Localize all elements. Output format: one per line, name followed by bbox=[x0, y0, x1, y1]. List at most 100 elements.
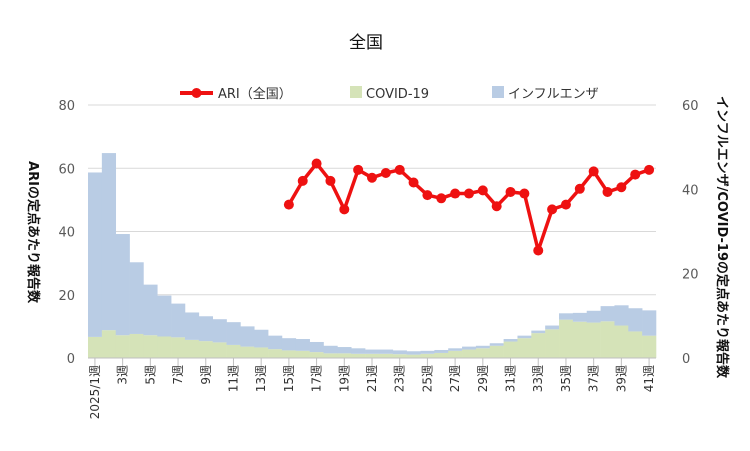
ari-point bbox=[422, 190, 433, 201]
influenza-bar bbox=[337, 347, 352, 354]
influenza-bar bbox=[378, 349, 394, 354]
influenza-bar bbox=[517, 335, 532, 339]
influenza-bar bbox=[406, 351, 421, 355]
x-axis-ticks: 2025/1週 3週 5週 7週 9週 11週 13週 15週 17週 19週 21週 23週 25週 2… bbox=[88, 357, 656, 419]
covid-bar bbox=[240, 346, 255, 358]
x-tick-label: 23週 bbox=[393, 365, 407, 392]
ari-point bbox=[450, 188, 461, 199]
x-tick-label: 41週 bbox=[642, 365, 656, 392]
influenza-bar bbox=[240, 326, 255, 347]
x-tick-label: 17週 bbox=[310, 365, 324, 392]
legend-label-ari: ARI（全国） bbox=[218, 86, 292, 102]
x-tick-label: 7週 bbox=[171, 365, 185, 385]
covid-bar bbox=[143, 335, 158, 358]
x-tick-label: 39週 bbox=[614, 365, 628, 392]
legend-label-flu: インフルエンザ bbox=[508, 87, 599, 102]
left-tick-label: 60 bbox=[58, 162, 75, 177]
ari-point bbox=[380, 167, 391, 178]
x-tick-label: 29週 bbox=[476, 365, 490, 392]
influenza-bar bbox=[475, 345, 491, 349]
covid-bar bbox=[475, 348, 491, 358]
covid-bar bbox=[351, 353, 366, 358]
influenza-bar bbox=[198, 316, 213, 342]
covid-bar bbox=[392, 354, 407, 358]
covid-bar bbox=[337, 353, 352, 358]
legend: ARI（全国） COVID-19 インフルエンザ bbox=[180, 86, 599, 102]
covid-bar bbox=[281, 350, 297, 358]
covid-bar bbox=[406, 354, 421, 358]
ari-point bbox=[505, 186, 516, 197]
covid-bar bbox=[462, 349, 477, 358]
left-tick-label: 40 bbox=[58, 226, 75, 241]
x-tick-label: 2025/1週 bbox=[88, 365, 102, 419]
x-tick-label: 3週 bbox=[116, 365, 130, 385]
covid-bar bbox=[129, 333, 144, 358]
ari-point bbox=[519, 188, 530, 199]
influenza-bar bbox=[184, 312, 200, 340]
covid-bar bbox=[489, 345, 504, 358]
influenza-bar bbox=[531, 330, 546, 334]
legend-label-covid: COVID-19 bbox=[366, 87, 429, 102]
covid-bar bbox=[198, 341, 213, 358]
x-tick-label: 37週 bbox=[587, 365, 601, 392]
influenza-bar bbox=[586, 310, 601, 323]
influenza-bar bbox=[323, 345, 338, 354]
x-tick-label: 21週 bbox=[365, 365, 379, 392]
influenza-bar bbox=[143, 284, 158, 336]
right-axis-title: インフルエンザ/COVID-19の定点あたり報告数 bbox=[714, 96, 730, 379]
influenza-bar bbox=[171, 303, 186, 338]
ari-point bbox=[311, 158, 322, 169]
influenza-bar bbox=[392, 350, 407, 355]
ari-point bbox=[477, 185, 488, 196]
ari-point bbox=[463, 188, 474, 199]
influenza-bar bbox=[434, 349, 449, 353]
left-tick-label: 80 bbox=[58, 99, 75, 114]
ari-point bbox=[491, 201, 502, 212]
covid-bar bbox=[642, 335, 657, 358]
right-axis-ticks: 0 20 40 60 bbox=[682, 99, 699, 367]
covid-bar bbox=[309, 352, 324, 358]
ari-point bbox=[547, 204, 558, 215]
covid-bar bbox=[101, 330, 117, 358]
x-tick-label: 31週 bbox=[504, 365, 518, 392]
influenza-bar bbox=[129, 262, 144, 334]
covid-bar bbox=[115, 335, 130, 358]
legend-marker-ari bbox=[191, 88, 202, 98]
ari-point bbox=[630, 169, 641, 180]
influenza-bar bbox=[628, 308, 643, 332]
ari-point bbox=[560, 199, 571, 210]
influenza-bar bbox=[420, 350, 435, 354]
influenza-bar bbox=[642, 310, 657, 336]
covid-bar bbox=[572, 321, 588, 358]
influenza-bar bbox=[101, 153, 117, 331]
ari-point bbox=[588, 166, 599, 177]
legend-item-flu: インフルエンザ bbox=[492, 86, 599, 102]
ari-point bbox=[325, 175, 336, 186]
influenza-bar bbox=[559, 313, 574, 320]
covid-bar bbox=[559, 319, 574, 358]
ari-point bbox=[408, 177, 419, 188]
ari-line-layer bbox=[283, 158, 655, 256]
covid-bar bbox=[268, 349, 283, 358]
covid-bar bbox=[323, 353, 338, 358]
influenza-bar bbox=[115, 234, 130, 336]
right-tick-label: 40 bbox=[682, 183, 699, 198]
influenza-bar bbox=[545, 325, 560, 330]
influenza-bar bbox=[614, 305, 629, 326]
covid-bar bbox=[448, 350, 463, 358]
legend-swatch-flu bbox=[492, 86, 504, 98]
legend-swatch-covid bbox=[350, 86, 362, 98]
left-tick-label: 0 bbox=[67, 352, 75, 367]
x-tick-label: 33週 bbox=[531, 365, 545, 392]
covid-bar bbox=[614, 325, 629, 358]
covid-bar bbox=[378, 353, 394, 358]
influenza-bar bbox=[309, 341, 324, 353]
covid-bar bbox=[254, 347, 269, 358]
influenza-bar bbox=[351, 348, 366, 354]
chart-title: 全国 bbox=[349, 33, 383, 53]
covid-bar bbox=[531, 333, 546, 358]
influenza-bar bbox=[88, 172, 103, 337]
legend-item-covid: COVID-19 bbox=[350, 86, 429, 102]
x-tick-label: 19週 bbox=[337, 365, 351, 392]
